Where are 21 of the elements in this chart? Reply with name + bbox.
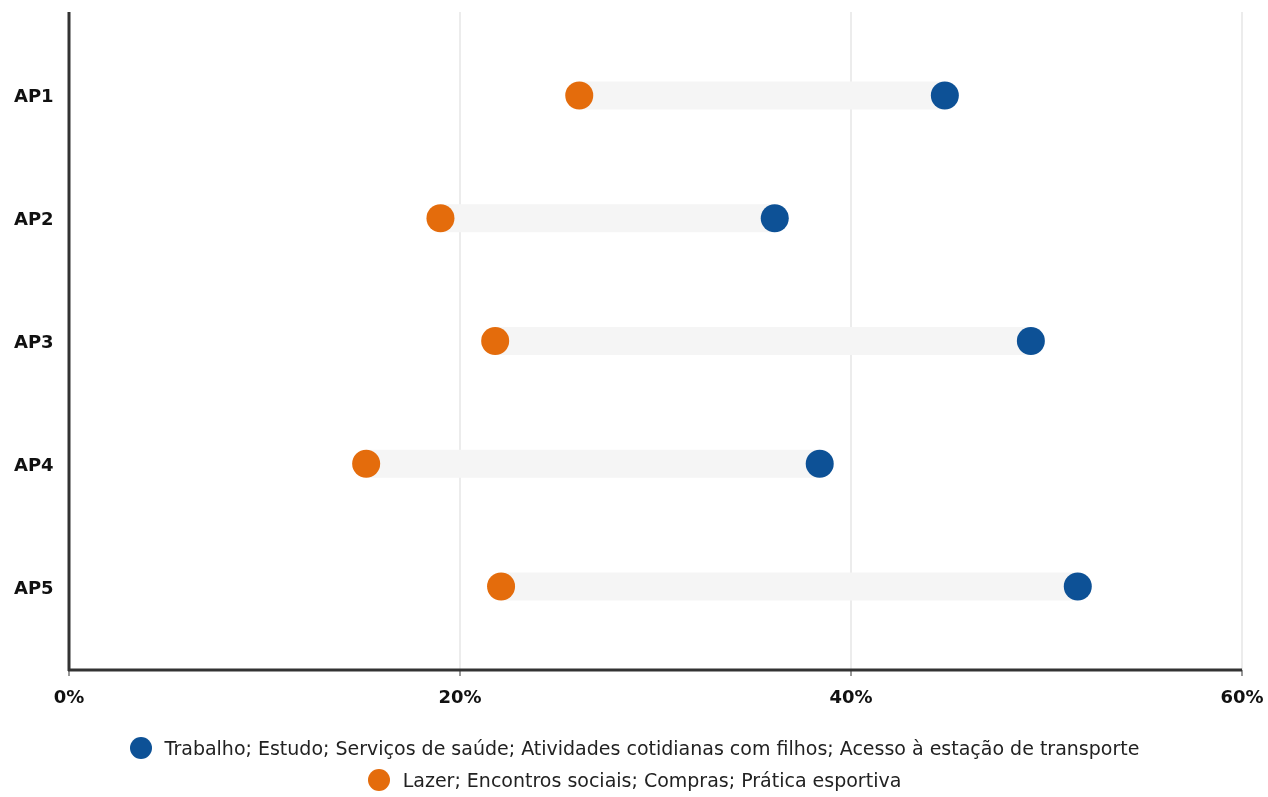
legend-label: Lazer; Encontros sociais; Compras; Prática esportiva [402, 769, 902, 791]
x-tick-label: 0% [53, 686, 85, 707]
x-tick-label: 60% [1220, 686, 1264, 707]
point [760, 204, 789, 233]
point [930, 81, 959, 110]
x-tick-label: 20% [438, 686, 482, 707]
point [805, 449, 834, 478]
point [565, 81, 594, 110]
point [487, 572, 516, 601]
point [481, 327, 510, 355]
point [1063, 572, 1092, 601]
point [352, 449, 381, 478]
y-tick-label: AP3 [14, 331, 54, 352]
y-tick-label: AP1 [14, 85, 54, 107]
legend-label: Trabalho; Estudo; Serviços de saúde; Atividades cotidianas com filhos; Acesso à estação de transporte [164, 737, 1140, 759]
y-tick-label: AP2 [14, 208, 54, 230]
x-tick-label: 40% [829, 686, 873, 707]
y-tick-label: AP5 [14, 576, 54, 598]
y-tick-label: AP4 [14, 453, 54, 475]
point [426, 204, 455, 233]
point [1016, 327, 1045, 355]
